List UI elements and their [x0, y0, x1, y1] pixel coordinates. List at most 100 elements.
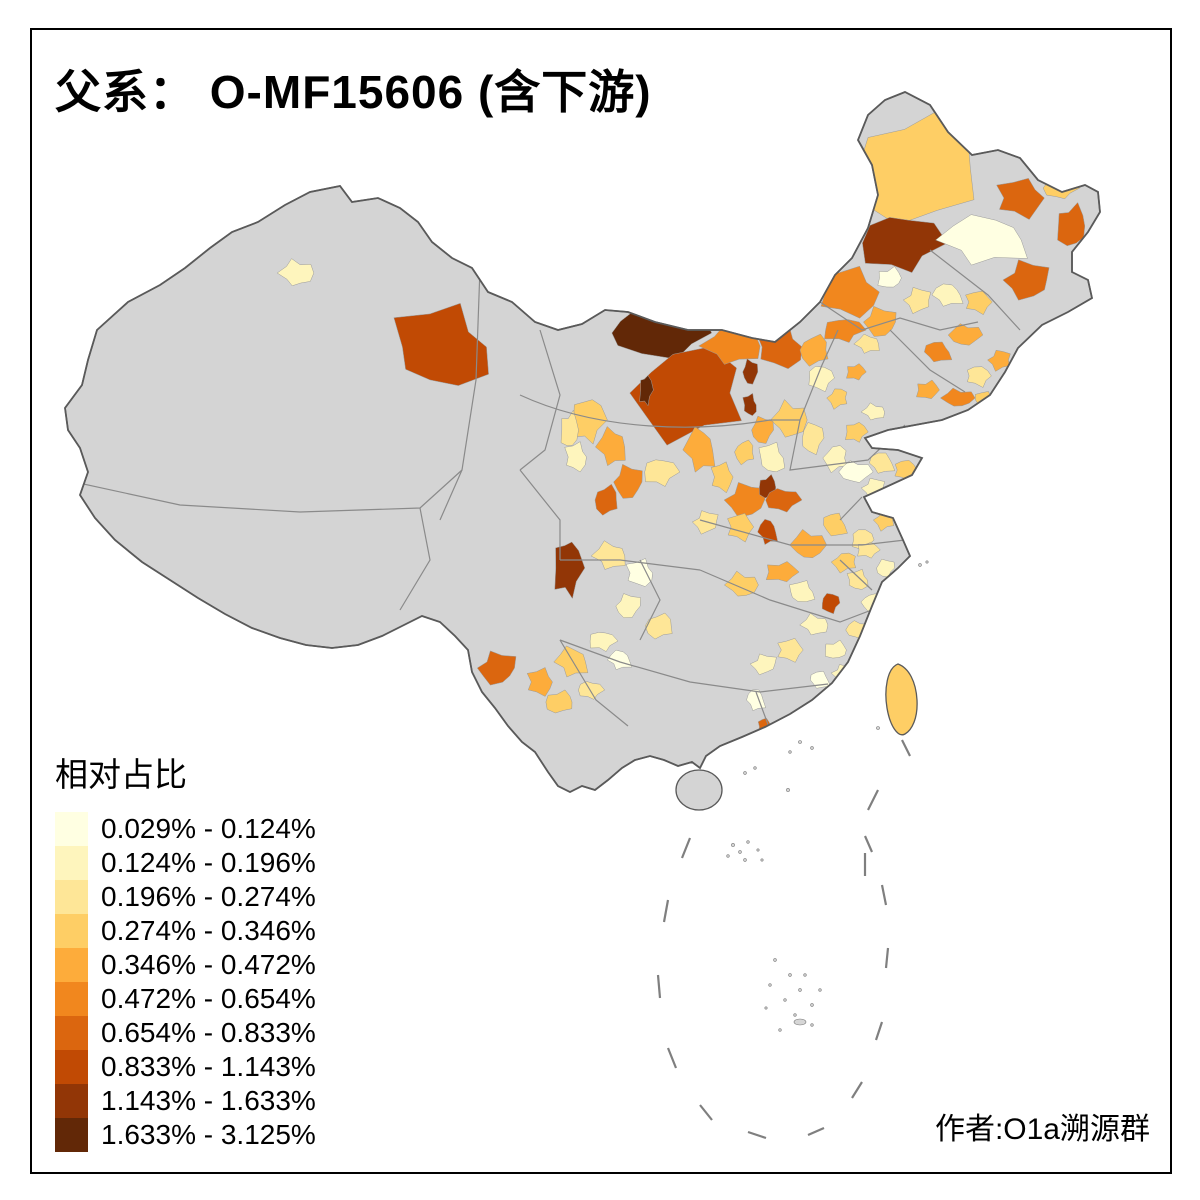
- map-region: [639, 375, 654, 407]
- page-title: 父系： O-MF15606 (含下游): [55, 66, 652, 118]
- map-region: [723, 570, 759, 597]
- legend-label: 1.633% - 3.125%: [101, 1119, 316, 1150]
- map-region: [869, 452, 896, 474]
- map-region: [825, 639, 847, 659]
- map-region: [564, 441, 587, 473]
- legend-row: 0.346% - 0.472%: [55, 948, 316, 982]
- legend-swatch: [55, 982, 88, 1016]
- map-region: [742, 392, 757, 417]
- legend-row: 0.833% - 1.143%: [55, 1050, 316, 1084]
- legend-row: 1.633% - 3.125%: [55, 1118, 316, 1152]
- map-region: [821, 593, 841, 615]
- map-region: [860, 402, 885, 421]
- map-region: [545, 689, 573, 714]
- map-region: [710, 461, 734, 494]
- legend-swatch: [55, 812, 88, 846]
- map-region: [838, 460, 874, 483]
- legend-label: 0.029% - 0.124%: [101, 813, 316, 844]
- map-region: [613, 463, 643, 499]
- sea-islets: [726, 560, 929, 1032]
- map-region: [808, 366, 835, 393]
- map-region: [595, 426, 626, 467]
- legend-swatch: [55, 1050, 88, 1084]
- map-region: [789, 580, 816, 602]
- map-region: [996, 178, 1045, 220]
- map-region: [853, 333, 880, 354]
- legend-swatch: [55, 948, 88, 982]
- legend-label: 0.274% - 0.346%: [101, 915, 316, 946]
- legend-row: 0.029% - 0.124%: [55, 812, 316, 846]
- hainan-island: [675, 769, 723, 811]
- map-region: [594, 483, 618, 516]
- map-region: [554, 541, 586, 600]
- province-borders: [65, 249, 1021, 731]
- map-region: [875, 643, 898, 660]
- map-region: [749, 653, 777, 676]
- map-region: [846, 568, 869, 590]
- map-region: [393, 302, 489, 386]
- map-region: [902, 286, 932, 315]
- legend-rows: 0.029% - 0.124% 0.124% - 0.196% 0.196% -…: [55, 812, 316, 1152]
- legend-row: 0.124% - 0.196%: [55, 846, 316, 880]
- map-region: [526, 667, 553, 697]
- map-region: [757, 519, 779, 545]
- map-region: [965, 290, 993, 316]
- map-region: [822, 445, 848, 474]
- map-region: [931, 283, 964, 307]
- map-region: [966, 366, 992, 388]
- map-region: [924, 341, 953, 363]
- map-region: [276, 258, 315, 287]
- map-region: [723, 482, 767, 518]
- legend-swatch: [55, 1118, 88, 1152]
- map-region: [644, 459, 681, 487]
- map-region: [1002, 259, 1050, 301]
- map-region: [987, 349, 1011, 372]
- legend-swatch: [55, 880, 88, 914]
- map-region: [846, 363, 867, 381]
- map-region: [935, 214, 1028, 266]
- legend-row: 0.274% - 0.346%: [55, 914, 316, 948]
- legend-row: 0.472% - 0.654%: [55, 982, 316, 1016]
- map-region: [765, 488, 803, 513]
- legend-label: 0.833% - 1.143%: [101, 1051, 316, 1082]
- legend-row: 0.196% - 0.274%: [55, 880, 316, 914]
- legend-label: 0.346% - 0.472%: [101, 949, 316, 980]
- map-region: [765, 561, 800, 583]
- legend-swatch: [55, 846, 88, 880]
- map-region: [877, 266, 902, 288]
- map-region: [799, 333, 829, 367]
- legend-title: 相对占比: [55, 756, 187, 793]
- legend-row: 1.143% - 1.633%: [55, 1084, 316, 1118]
- map-region: [607, 649, 633, 671]
- national-border: [64, 91, 1101, 794]
- legend-swatch: [55, 1016, 88, 1050]
- map-region: [975, 391, 996, 408]
- legend-swatch: [55, 914, 88, 948]
- map-region: [589, 632, 619, 652]
- map-region: [802, 422, 825, 456]
- map-region: [644, 612, 673, 640]
- map-region: [691, 510, 719, 535]
- map-region: [884, 488, 906, 506]
- map-region: [615, 593, 641, 619]
- legend-label: 0.196% - 0.274%: [101, 881, 316, 912]
- map-region: [862, 217, 948, 273]
- legend-label: 0.654% - 0.833%: [101, 1017, 316, 1048]
- map-region: [823, 512, 848, 537]
- map-region: [799, 612, 829, 636]
- map-region: [590, 540, 626, 570]
- legend-label: 1.143% - 1.633%: [101, 1085, 316, 1116]
- map-region: [758, 441, 785, 473]
- nine-dash-line: [656, 739, 911, 1140]
- legend-label: 0.472% - 0.654%: [101, 983, 316, 1014]
- map-region: [476, 650, 517, 686]
- map-region: [777, 638, 804, 663]
- map-region: [682, 426, 716, 473]
- map-region: [1057, 202, 1086, 247]
- legend-row: 0.654% - 0.833%: [55, 1016, 316, 1050]
- prefecture-patches: [276, 106, 1086, 738]
- legend-label: 0.124% - 0.196%: [101, 847, 316, 878]
- map-region: [625, 558, 653, 587]
- attribution: 作者:O1a溯源群: [934, 1113, 1150, 1146]
